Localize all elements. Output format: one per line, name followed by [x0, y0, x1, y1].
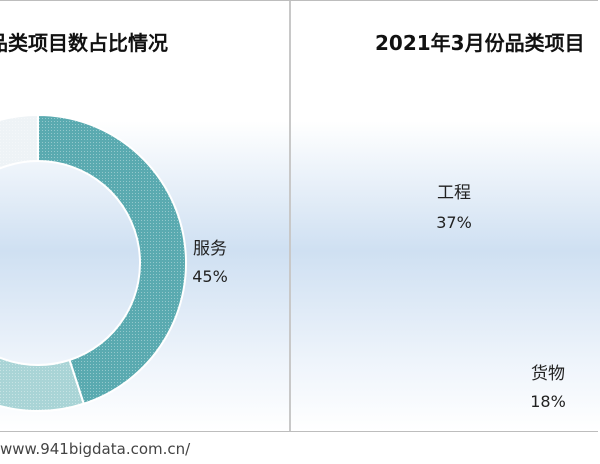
slice-value-label: 18%: [530, 392, 566, 411]
left-donut-chart: 服务 45%: [0, 113, 228, 412]
donut-slice: [0, 356, 85, 412]
donut-slice: [0, 113, 39, 170]
slice-value-label: 37%: [436, 213, 472, 232]
right-donut-chart: 货物 18% 工程 37%: [436, 183, 566, 411]
figure-frame: [0, 0, 598, 432]
donut-slice: [37, 113, 187, 406]
slice-value-label: 45%: [192, 267, 228, 286]
slice-label: 服务: [193, 239, 227, 259]
chart-title: 品类项目数占比情况: [0, 31, 168, 55]
chart-title: 2021年3月份品类项目: [375, 31, 585, 55]
source-url: www.941bigdata.com.cn/: [0, 440, 191, 458]
slice-label: 货物: [531, 364, 565, 384]
panel-divider: [289, 1, 291, 431]
slice-label: 工程: [437, 183, 471, 203]
left-chart-panel: 品类项目数占比情况 服务 45%: [0, 1, 289, 431]
right-chart-panel: 2021年3月份品类项目 货物 18% 工程 37%: [291, 1, 600, 431]
